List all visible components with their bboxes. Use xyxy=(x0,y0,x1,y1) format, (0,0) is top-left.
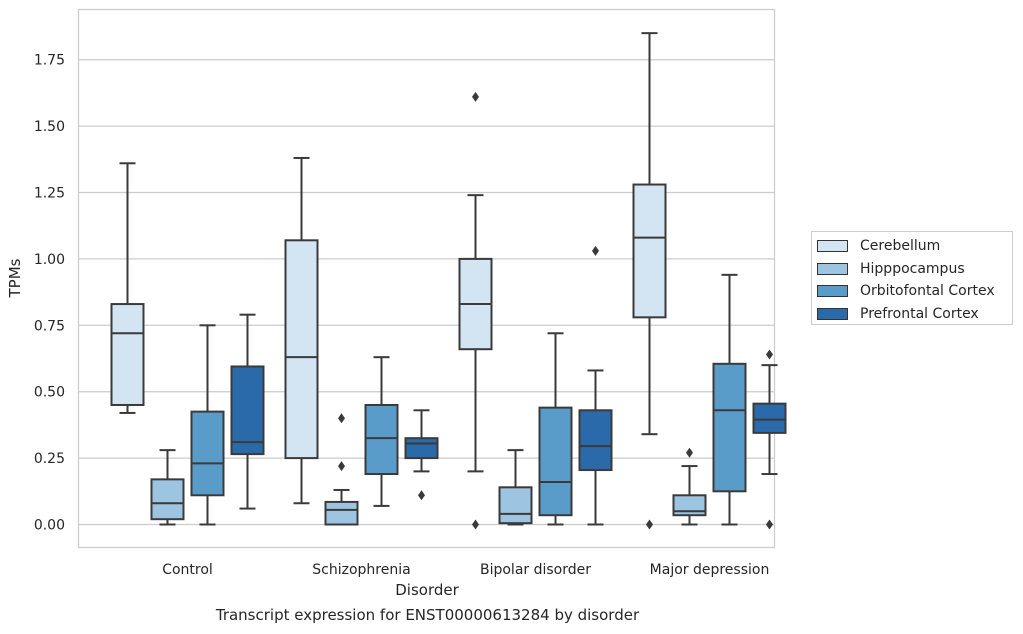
y-tick-label: 1.75 xyxy=(34,53,65,69)
x-tick-labels: Control Schizophrenia Bipolar disorder Majo… xyxy=(162,562,769,578)
box-iqr xyxy=(578,409,613,472)
legend-item: Cerebellum xyxy=(817,235,1012,258)
y-axis-label: TPMs xyxy=(6,258,24,298)
x-tick-label: Major depression xyxy=(650,562,770,578)
box-iqr xyxy=(150,478,185,521)
legend-label: Hipppocampus xyxy=(860,260,965,277)
box-1-0 xyxy=(284,156,319,505)
box-iqr xyxy=(110,303,145,406)
flier-point xyxy=(338,461,345,472)
box-2-2 xyxy=(538,332,573,526)
box-iqr xyxy=(284,239,319,460)
legend-item: Prefrontal Cortex xyxy=(817,303,1012,326)
y-tick-label: 1.25 xyxy=(34,186,65,202)
legend: Cerebellum Hipppocampus Orbitofontal Cor… xyxy=(811,231,1013,325)
x-tick-label: Bipolar disorder xyxy=(480,562,591,578)
box-1-2 xyxy=(364,356,399,507)
y-tick-label: 0.50 xyxy=(34,385,65,401)
box-iqr xyxy=(538,406,573,517)
plot-frame xyxy=(77,8,776,549)
legend-item: Hipppocampus xyxy=(817,258,1012,281)
flier-point xyxy=(686,447,693,458)
box-iqr xyxy=(632,183,667,319)
x-tick-label: Control xyxy=(162,562,213,578)
box-2-1 xyxy=(498,449,533,526)
y-tick-label: 0.25 xyxy=(34,451,65,467)
x-tick-label: Schizophrenia xyxy=(312,562,410,578)
box-iqr xyxy=(404,437,439,460)
flier-point xyxy=(338,413,345,424)
box-0-1 xyxy=(150,449,185,526)
box-iqr xyxy=(364,403,399,476)
box-1-1 xyxy=(324,413,359,526)
y-tick-label: 1.50 xyxy=(34,119,65,135)
box-iqr xyxy=(498,486,533,525)
box-0-0 xyxy=(110,162,145,414)
box-0-3 xyxy=(230,313,265,510)
y-tick-labels: 0.00 0.25 0.50 0.75 1.00 1.25 1.50 1.75 xyxy=(34,53,65,534)
y-tick-label: 1.00 xyxy=(34,252,65,268)
y-tick-label: 0.00 xyxy=(34,518,65,534)
flier-point xyxy=(766,349,773,360)
box-iqr xyxy=(190,410,225,497)
box-iqr xyxy=(230,365,265,456)
legend-swatch-cerebellum xyxy=(817,240,848,253)
box-3-3 xyxy=(752,349,787,530)
x-axis-label: Disorder xyxy=(395,581,459,599)
legend-item: Orbitofontal Cortex xyxy=(817,280,1012,303)
flier-point xyxy=(418,490,425,501)
y-tick-label: 0.75 xyxy=(34,318,65,334)
flier-point xyxy=(766,519,773,530)
flier-point xyxy=(592,245,599,256)
box-3-2 xyxy=(712,273,747,526)
box-iqr xyxy=(752,402,787,434)
box-3-1 xyxy=(672,447,707,526)
flier-point xyxy=(472,519,479,530)
box-iqr xyxy=(712,362,747,493)
box-2-0 xyxy=(458,91,493,530)
box-2-3 xyxy=(578,245,613,526)
box-3-0 xyxy=(632,32,667,530)
box-1-3 xyxy=(404,409,439,501)
legend-swatch-prefrontal xyxy=(817,307,848,320)
chart-caption: Transcript expression for ENST0000061328… xyxy=(215,606,640,624)
box-0-2 xyxy=(190,324,225,526)
legend-label: Cerebellum xyxy=(860,238,941,255)
legend-label: Orbitofontal Cortex xyxy=(860,283,995,300)
legend-swatch-orbitofrontal xyxy=(817,285,848,298)
legend-swatch-hippocampus xyxy=(817,262,848,275)
box-iqr xyxy=(324,500,359,526)
flier-point xyxy=(646,519,653,530)
flier-point xyxy=(472,91,479,102)
legend-label: Prefrontal Cortex xyxy=(860,305,979,322)
box-series xyxy=(110,32,787,530)
